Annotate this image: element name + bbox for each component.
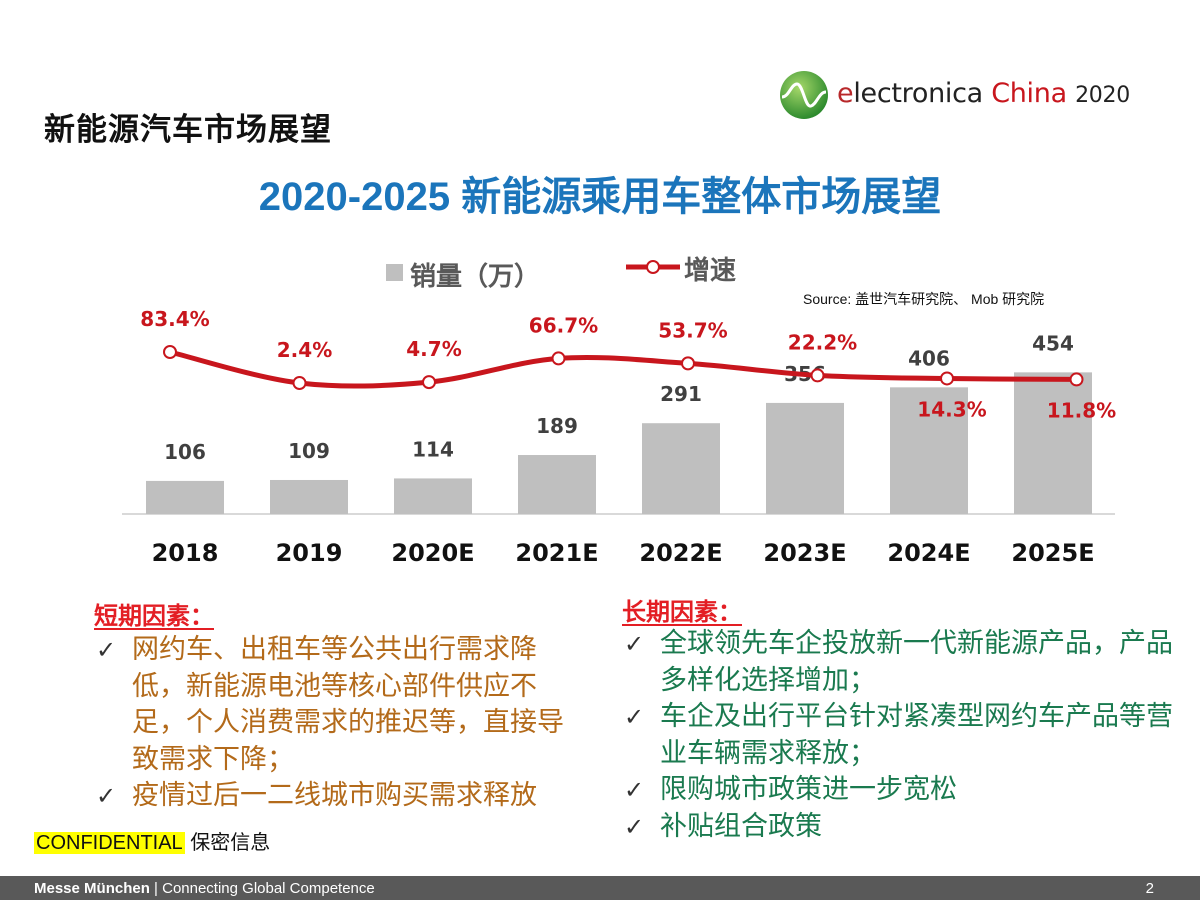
bar-label-2024E: 406	[908, 346, 950, 370]
electronica-logo: electronica China 2020	[779, 70, 1169, 120]
short-term-item-1: 网约车、出租车等公共出行需求降低，新能源电池等核心部件供应不足，个人消费需求的推…	[132, 634, 564, 775]
electronica-wordmark: electronica China 2020	[837, 78, 1130, 109]
list-item: ✓ 限购城市政策进一步宽松	[624, 772, 1184, 809]
growth-label-2018: 83.4%	[140, 307, 209, 331]
confidential-notice: CONFIDENTIAL 保密信息	[34, 826, 270, 855]
confidential-cn: 保密信息	[190, 832, 271, 854]
chart-title: 2020-2025 新能源乘用车整体市场展望	[258, 175, 942, 219]
legend-line-swatch	[626, 260, 680, 274]
bar-2019	[270, 479, 348, 514]
bar-2020E	[394, 478, 472, 514]
x-tick-2025E: 2025E	[1011, 539, 1094, 567]
confidential-tag: CONFIDENTIAL	[34, 832, 185, 854]
check-icon: ✓	[624, 812, 645, 841]
legend-line-label: 增速	[684, 256, 737, 286]
growth-point-2021E	[551, 351, 566, 366]
growth-label-2022E: 53.7%	[658, 318, 727, 342]
growth-point-2019	[292, 376, 307, 390]
legend-bar-label: 销量（万）	[410, 262, 541, 292]
electronica-globe-icon	[780, 71, 828, 119]
check-icon: ✓	[624, 703, 645, 731]
long-term-item-2: 车企及出行平台针对紧凑型网约车产品等营业车辆需求释放；	[660, 701, 1173, 769]
check-icon: ✓	[624, 776, 645, 804]
x-tick-2019: 2019	[276, 539, 343, 567]
long-term-title: 长期因素：	[622, 598, 742, 626]
growth-label-2020E: 4.7%	[406, 337, 461, 361]
long-term-item-1: 全球领先车企投放新一代新能源产品，产品多样化选择增加；	[660, 628, 1173, 696]
source-note: Source: 盖世汽车研究院、 Mob 研究院	[803, 291, 1045, 307]
bar-label-2019: 109	[288, 439, 330, 463]
footer-brand-bold: Messe München	[34, 880, 150, 897]
growth-label-2021E: 66.7%	[529, 313, 598, 337]
footer-bar: Messe München | Connecting Global Compet…	[0, 876, 1200, 900]
page-number: 2	[1145, 880, 1154, 897]
x-tick-2020E: 2020E	[391, 539, 474, 567]
logo-year: 2020	[1075, 83, 1130, 108]
short-term-item-2: 疫情过后一二线城市购买需求释放	[132, 780, 537, 811]
growth-label-2019: 2.4%	[277, 338, 332, 362]
bar-label-2025E: 454	[1032, 331, 1074, 355]
bar-label-2022E: 291	[660, 382, 702, 406]
short-term-list: ✓ 网约车、出租车等公共出行需求降低，新能源电池等核心部件供应不足，个人消费需求的…	[96, 632, 590, 815]
bar-label-2021E: 189	[536, 414, 578, 438]
growth-label-2025E: 11.8%	[1047, 398, 1116, 422]
bar-label-2020E: 114	[412, 437, 454, 461]
growth-point-2025E	[1069, 372, 1084, 387]
logo-china: China	[991, 78, 1067, 109]
check-icon: ✓	[96, 636, 117, 664]
x-tick-2024E: 2024E	[887, 539, 970, 567]
long-term-item-4: 补贴组合政策	[660, 810, 822, 842]
list-item: ✓ 全球领先车企投放新一代新能源产品，产品多样化选择增加；	[624, 626, 1184, 699]
chart-canvas: 106201810920191142020E1892021E2912022E35…	[122, 307, 1116, 567]
check-icon: ✓	[624, 630, 645, 658]
x-tick-2021E: 2021E	[515, 539, 598, 567]
logo-word: lectronica	[853, 78, 983, 109]
growth-point-2022E	[681, 356, 695, 371]
growth-point-2023E	[810, 368, 825, 383]
growth-line	[169, 349, 1077, 389]
short-term-title: 短期因素：	[94, 602, 214, 630]
check-icon: ✓	[96, 782, 117, 810]
logo-e: e	[837, 78, 854, 109]
list-item: ✓ 疫情过后一二线城市购买需求释放	[96, 778, 590, 815]
long-term-list: ✓ 全球领先车企投放新一代新能源产品，产品多样化选择增加； ✓ 车企及出行平台针对紧…	[624, 626, 1184, 845]
bar-label-2018: 106	[164, 440, 206, 464]
x-tick-2023E: 2023E	[763, 539, 846, 567]
bar-2018	[146, 480, 224, 514]
footer-brand: Messe München | Connecting Global Compet…	[34, 880, 375, 897]
growth-point-2020E	[422, 375, 436, 390]
long-term-item-3: 限购城市政策进一步宽松	[660, 774, 957, 805]
list-item: ✓ 车企及出行平台针对紧凑型网约车产品等营业车辆需求释放；	[624, 699, 1184, 772]
bar-2024E	[890, 387, 968, 514]
list-item: ✓ 补贴组合政策	[624, 809, 1184, 846]
list-item: ✓ 网约车、出租车等公共出行需求降低，新能源电池等核心部件供应不足，个人消费需求的…	[96, 632, 590, 778]
legend-bar-swatch	[386, 264, 403, 281]
slide-heading: 新能源汽车市场展望	[44, 112, 332, 148]
growth-point-2018	[163, 345, 177, 359]
x-tick-2018: 2018	[152, 539, 219, 567]
growth-point-2024E	[940, 371, 954, 386]
bar-2022E	[642, 423, 720, 514]
bar-2021E	[518, 455, 596, 514]
growth-label-2024E: 14.3%	[917, 397, 986, 421]
growth-label-2023E: 22.2%	[788, 330, 857, 354]
bar-2023E	[766, 402, 844, 514]
footer-brand-rest: | Connecting Global Competence	[149, 880, 375, 897]
bar-2025E	[1014, 372, 1092, 514]
x-tick-2022E: 2022E	[639, 539, 722, 567]
